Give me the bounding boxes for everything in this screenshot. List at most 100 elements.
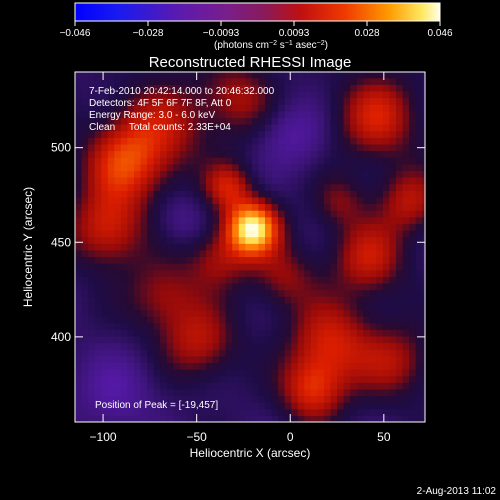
heatmap-cell	[225, 157, 233, 165]
heatmap-cell	[297, 316, 305, 324]
heatmap-cell	[127, 236, 135, 244]
heatmap-cell	[166, 143, 174, 152]
heatmap-cell	[199, 216, 207, 224]
heatmap-cell	[245, 402, 253, 410]
heatmap-cell	[323, 302, 332, 311]
heatmap-cell	[186, 124, 194, 132]
heatmap-cell	[395, 375, 404, 383]
heatmap-cell	[88, 402, 96, 410]
heatmap-cell	[350, 104, 358, 112]
heatmap-cell	[356, 395, 364, 403]
heatmap-cell	[147, 190, 155, 198]
heatmap-cell	[173, 84, 181, 92]
heatmap-cell	[382, 229, 391, 238]
heatmap-cell	[304, 408, 312, 416]
heatmap-cell	[173, 203, 181, 211]
heatmap-cell	[278, 243, 286, 251]
heatmap-cell	[422, 210, 425, 218]
heatmap-cell	[389, 84, 397, 92]
heatmap-cell	[120, 415, 129, 422]
heatmap-cell	[186, 296, 194, 304]
heatmap-cell	[160, 117, 168, 125]
heatmap-cell	[330, 408, 338, 416]
heatmap-cell	[304, 355, 312, 363]
heatmap-cell	[271, 309, 279, 317]
heatmap-cell	[356, 104, 364, 112]
heatmap-cell	[297, 236, 305, 244]
heatmap-cell	[356, 382, 364, 390]
heatmap-cell	[153, 130, 161, 138]
heatmap-cell	[147, 229, 155, 238]
heatmap-cell	[133, 263, 142, 271]
heatmap-cell	[310, 289, 318, 297]
heatmap-cell	[133, 190, 142, 198]
heatmap-cell	[297, 190, 305, 198]
heatmap-cell	[147, 72, 155, 79]
heatmap-cell	[376, 183, 384, 191]
heatmap-cell	[264, 316, 273, 324]
heatmap-cell	[356, 77, 364, 85]
heatmap-cell	[179, 302, 187, 311]
heatmap-cell	[409, 216, 417, 224]
heatmap-cell	[284, 382, 292, 390]
heatmap-cell	[219, 210, 227, 218]
heatmap-cell	[310, 408, 318, 416]
heatmap-cell	[153, 229, 161, 238]
heatmap-cell	[304, 137, 312, 145]
heatmap-cell	[133, 97, 142, 105]
heatmap-cell	[153, 369, 161, 377]
heatmap-cell	[271, 335, 279, 344]
heatmap-cell	[192, 243, 201, 251]
heatmap-cell	[147, 84, 155, 92]
heatmap-cell	[402, 329, 410, 337]
heatmap-cell	[192, 110, 201, 118]
heatmap-cell	[133, 216, 142, 224]
heatmap-cell	[245, 342, 253, 350]
heatmap-cell	[317, 388, 325, 397]
heatmap-cell	[166, 329, 174, 337]
heatmap-cell	[317, 223, 325, 231]
heatmap-cell	[337, 402, 345, 410]
heatmap-cell	[166, 124, 174, 132]
heatmap-cell	[389, 335, 397, 344]
heatmap-cell	[330, 223, 338, 231]
heatmap-cell	[94, 150, 102, 158]
heatmap-cell	[166, 316, 174, 324]
heatmap-cell	[330, 249, 338, 258]
heatmap-cell	[147, 329, 155, 337]
heatmap-cell	[382, 210, 391, 218]
heatmap-cell	[147, 117, 155, 125]
heatmap-cell	[199, 388, 207, 397]
heatmap-cell	[199, 130, 207, 138]
heatmap-cell	[264, 216, 273, 224]
heatmap-cell	[356, 263, 364, 271]
heatmap-cell	[225, 349, 233, 357]
heatmap-cell	[88, 104, 96, 112]
heatmap-cell	[147, 143, 155, 152]
heatmap-cell	[323, 229, 332, 238]
heatmap-cell	[245, 289, 253, 297]
heatmap-cell	[232, 282, 240, 291]
heatmap-cell	[343, 157, 351, 165]
heatmap-cell	[232, 335, 240, 344]
heatmap-cell	[415, 256, 423, 264]
heatmap-cell	[114, 329, 122, 337]
heatmap-cell	[317, 236, 325, 244]
heatmap-cell	[173, 382, 181, 390]
heatmap-cell	[297, 137, 305, 145]
heatmap-cell	[415, 415, 423, 422]
heatmap-cell	[88, 72, 96, 79]
heatmap-cell	[395, 137, 404, 145]
heatmap-cell	[94, 355, 102, 363]
heatmap-cell	[120, 97, 129, 105]
heatmap-cell	[343, 282, 351, 291]
heatmap-cell	[245, 335, 253, 344]
heatmap-cell	[199, 362, 207, 370]
heatmap-cell	[350, 322, 358, 330]
heatmap-cell	[376, 256, 384, 264]
heatmap-cell	[258, 190, 266, 198]
heatmap-cell	[75, 163, 83, 171]
heatmap-cell	[232, 408, 240, 416]
heatmap-cell	[166, 243, 174, 251]
heatmap-cell	[356, 196, 364, 205]
